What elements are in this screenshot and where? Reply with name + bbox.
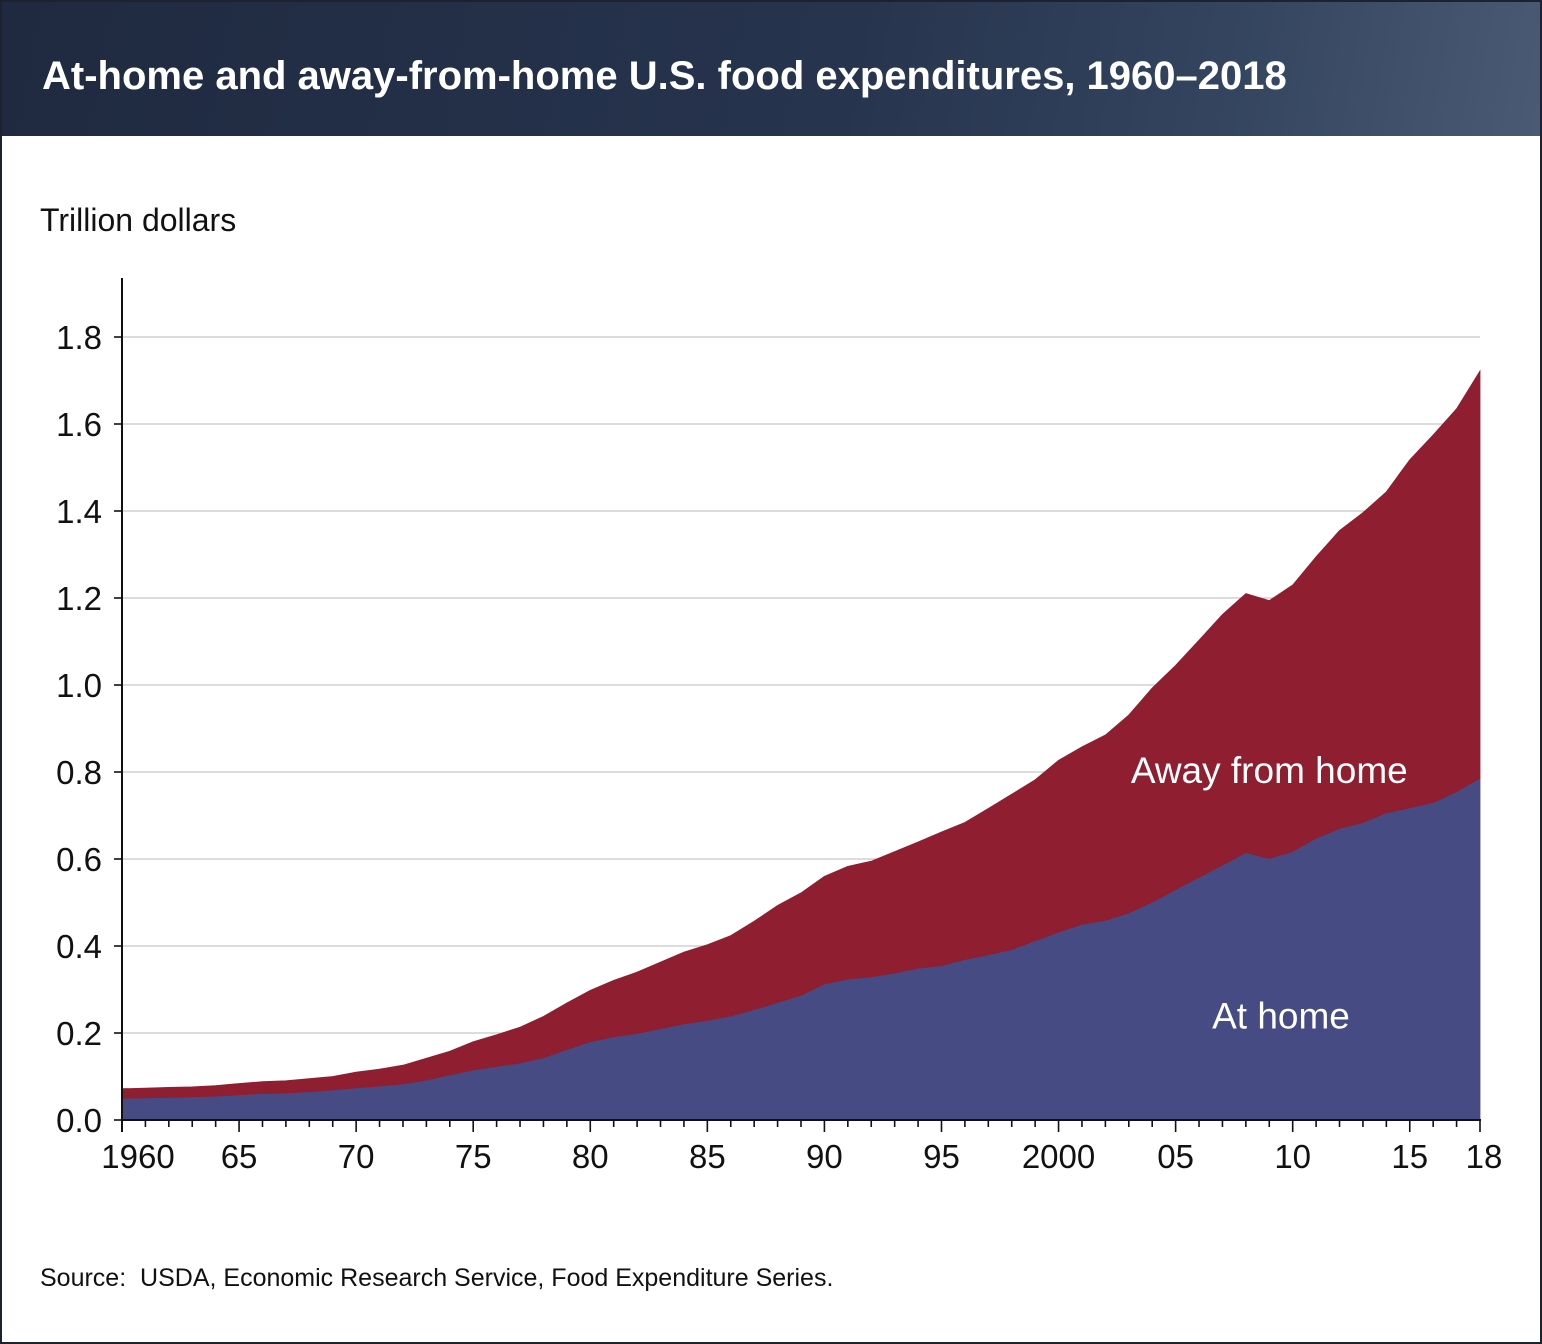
y-tick-label: 1.8 bbox=[56, 319, 102, 356]
y-axis-label: Trillion dollars bbox=[40, 202, 237, 238]
area-label-at-home: At home bbox=[1212, 996, 1350, 1037]
x-tick-label: 05 bbox=[1157, 1138, 1194, 1175]
y-tick-labels: 0.0 0.2 0.4 0.6 0.8 1.0 1.2 1.4 1.6 1.8 bbox=[56, 319, 102, 1139]
source-note: Source: USDA, Economic Research Service,… bbox=[40, 1264, 834, 1292]
x-tick-label: 75 bbox=[455, 1138, 492, 1175]
x-tick-label: 2000 bbox=[1022, 1138, 1095, 1175]
chart-title: At-home and away-from-home U.S. food exp… bbox=[42, 54, 1287, 98]
y-tick-label: 0.2 bbox=[56, 1015, 102, 1052]
x-tick-label: 18 bbox=[1466, 1138, 1503, 1175]
x-tick-label: 85 bbox=[689, 1138, 726, 1175]
y-tick-label: 0.6 bbox=[56, 841, 102, 878]
x-tick-label: 90 bbox=[806, 1138, 843, 1175]
y-tick-label: 1.4 bbox=[56, 493, 102, 530]
y-tick-label: 0.8 bbox=[56, 754, 102, 791]
x-tick-label: 10 bbox=[1274, 1138, 1311, 1175]
title-banner: At-home and away-from-home U.S. food exp… bbox=[2, 2, 1540, 136]
x-tick-label: 70 bbox=[338, 1138, 375, 1175]
area-label-away-from-home: Away from home bbox=[1131, 750, 1408, 791]
area-away-from-home bbox=[121, 369, 1481, 1099]
y-tick-label: 0.4 bbox=[56, 928, 102, 965]
x-tick-labels: 1960 65 70 75 80 85 90 95 2000 05 10 15 18 bbox=[101, 1138, 1502, 1175]
axes bbox=[114, 278, 1481, 1132]
area-labels: Away from home At home bbox=[1131, 750, 1408, 1037]
x-tick-label: 65 bbox=[221, 1138, 258, 1175]
y-tick-label: 1.6 bbox=[56, 406, 102, 443]
x-tick-label: 15 bbox=[1391, 1138, 1428, 1175]
y-tick-label: 0.0 bbox=[56, 1102, 102, 1139]
y-tick-label: 1.0 bbox=[56, 667, 102, 704]
x-tick-label: 95 bbox=[923, 1138, 960, 1175]
y-tick-label: 1.2 bbox=[56, 580, 102, 617]
x-tick-label: 80 bbox=[572, 1138, 609, 1175]
x-tick-label: 1960 bbox=[101, 1138, 174, 1175]
